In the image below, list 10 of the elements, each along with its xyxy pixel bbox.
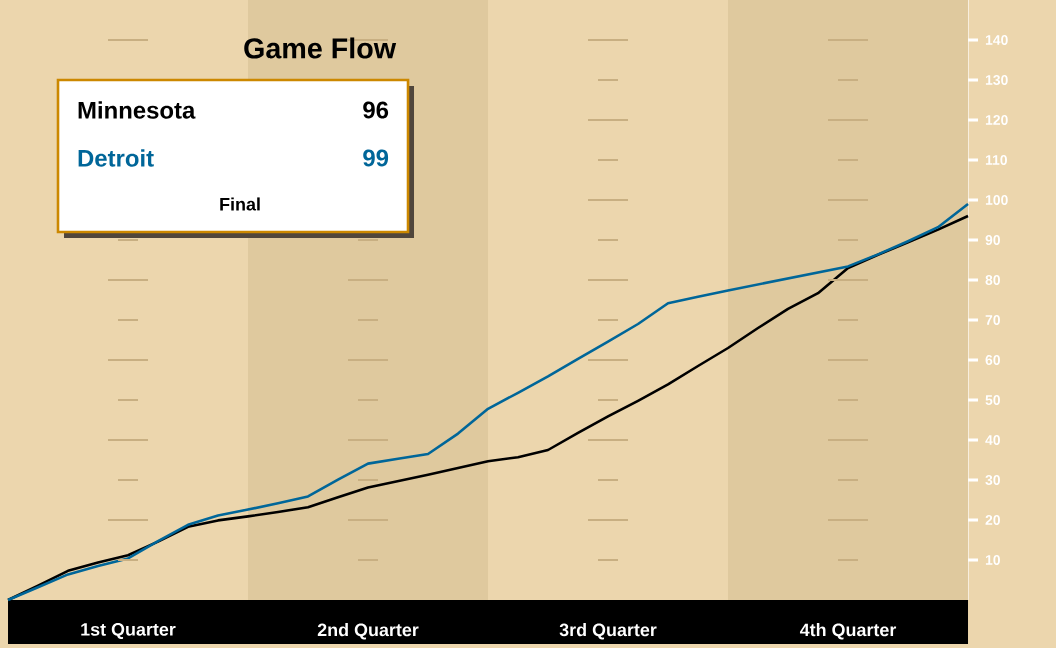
x-tick-label: 1st Quarter — [81, 623, 176, 640]
x-tick-label: 4th Quarter — [799, 623, 897, 640]
text: Detroit — [78, 149, 154, 167]
x-tick-label: 2nd Quarter — [317, 623, 419, 640]
text: Game Flow — [244, 37, 397, 59]
annotation: Final — [220, 197, 260, 211]
annotation: 99 — [363, 149, 389, 167]
text: Minnesota — [78, 101, 196, 119]
x-tick-label: 3rd Quarter — [559, 623, 657, 640]
annotation: 96 — [363, 101, 389, 119]
